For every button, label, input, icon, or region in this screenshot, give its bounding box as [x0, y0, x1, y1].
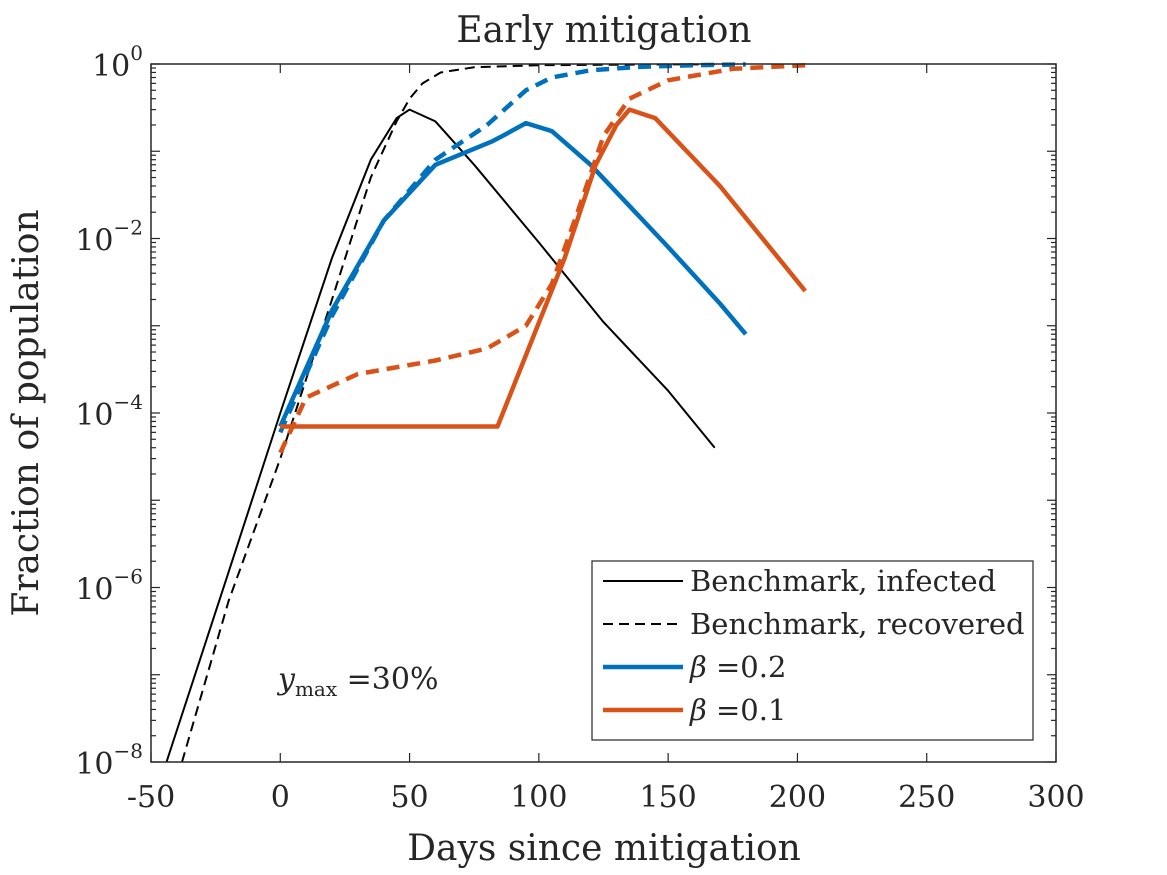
series-line-0	[165, 108, 716, 763]
annotation: ymax =30%	[276, 662, 438, 701]
legend-label-2: β =0.2	[689, 650, 786, 684]
x-tick-label-2: 50	[390, 780, 428, 815]
annotation-symbol: y	[276, 662, 296, 697]
legend: Benchmark, infected Benchmark, recovered β…	[591, 560, 1034, 741]
x-tick-label-0: -50	[127, 780, 175, 815]
x-tick-label-1: 0	[271, 780, 290, 815]
x-tick-label-3: 100	[510, 780, 567, 815]
x-tick-label-6: 250	[898, 780, 955, 815]
x-tick-label-4: 150	[640, 780, 697, 815]
series-line-2	[278, 120, 748, 428]
y-tick-label-0: 10−8	[75, 739, 143, 782]
ticks-layer	[150, 63, 1057, 763]
y-tick-label-2: 10−4	[75, 390, 143, 433]
x-tick-labels: -50 0 50 100 150 200 250 300	[127, 780, 1085, 815]
series-layer	[165, 62, 807, 763]
x-axis-title: Days since mitigation	[407, 828, 801, 869]
series-line-3	[278, 62, 746, 434]
y-tick-label-4: 100	[92, 41, 143, 84]
chart-title: Early mitigation	[456, 10, 751, 51]
legend-label-3: β =0.1	[689, 693, 786, 727]
legend-label-0: Benchmark, infected	[690, 564, 996, 598]
annotation-text: =30%	[337, 662, 438, 697]
series-line-5	[278, 62, 806, 454]
y-tick-labels: 10−8 10−6 10−4 10−2 100	[75, 41, 143, 782]
x-tick-label-7: 300	[1027, 780, 1084, 815]
legend-label-1: Benchmark, recovered	[690, 607, 1025, 641]
y-axis-title: Fraction of population	[6, 209, 47, 616]
series-line-4	[280, 107, 807, 429]
x-tick-label-5: 200	[769, 780, 826, 815]
y-tick-label-1: 10−6	[75, 565, 143, 608]
svg-text:ymax =30%: ymax =30%	[276, 662, 438, 701]
annotation-subscript: max	[295, 677, 338, 701]
y-tick-label-3: 10−2	[75, 216, 143, 259]
